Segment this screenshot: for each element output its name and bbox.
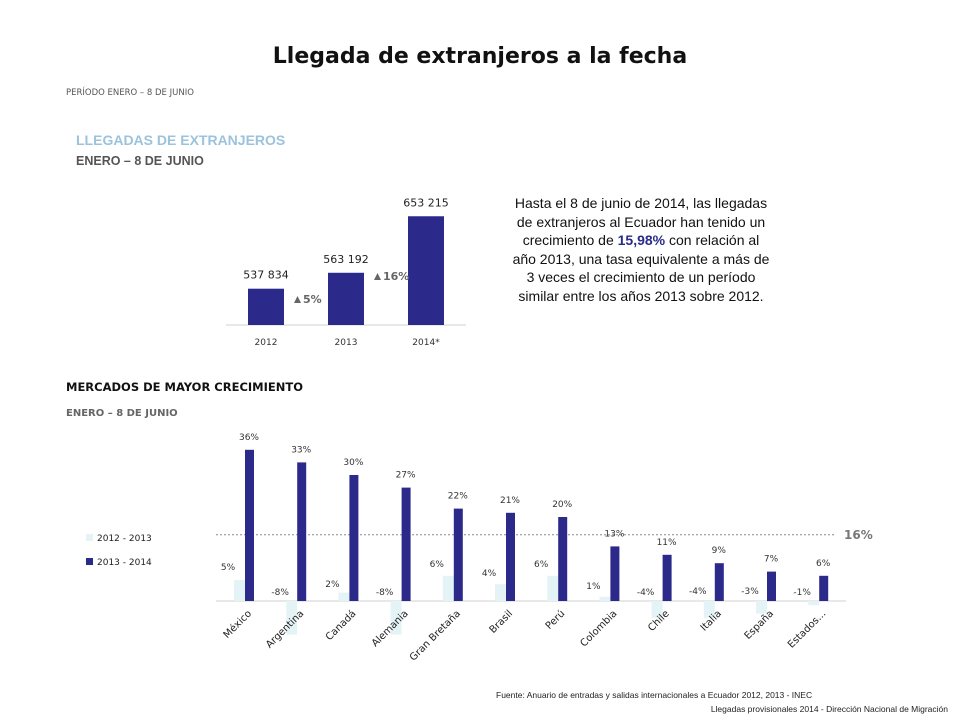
arrivals-value-label: 537 834	[243, 269, 289, 282]
markets-section-title: MERCADOS DE MAYOR CRECIMIENTO	[66, 380, 303, 394]
bar-2012-2013	[286, 601, 298, 635]
label-2013-2014: 6%	[816, 559, 831, 569]
bar-2013-2014	[245, 449, 254, 601]
market-category-label: Argentina	[264, 608, 306, 650]
label-2012-2013: 6%	[430, 560, 445, 570]
arrivals-year-label: 2014*	[412, 338, 440, 348]
bar-2012-2013	[442, 575, 454, 601]
growth-label: 16%	[383, 270, 409, 283]
label-2012-2013: -4%	[637, 588, 655, 598]
arrivals-section-subtitle: ENERO – 8 DE JUNIO	[76, 154, 204, 168]
label-2012-2013: 2%	[325, 580, 340, 590]
bar-2013-2014	[767, 571, 776, 601]
growth-arrow-icon	[374, 273, 381, 280]
legend-swatch-2013-2014	[86, 558, 93, 565]
label-2013-2014: 30%	[343, 458, 363, 468]
market-category-label: Alemania	[370, 608, 411, 649]
bar-2012-2013	[495, 584, 506, 601]
bar-2012-2013	[599, 596, 611, 601]
legend-label-2013-2014: 2013 - 2014	[97, 558, 152, 568]
bar-2013-2014	[453, 508, 463, 601]
label-2013-2014: 36%	[239, 433, 259, 443]
label-2013-2014: 11%	[657, 538, 677, 548]
arrivals-bar-2014	[408, 216, 444, 325]
label-2013-2014: 20%	[552, 500, 572, 510]
market-category-label: Gran Bretaña	[408, 608, 463, 663]
arrivals-year-label: 2012	[255, 338, 278, 348]
label-2012-2013: 5%	[221, 563, 236, 573]
reference-line-label: 16%	[844, 528, 873, 542]
label-2013-2014: 7%	[764, 555, 779, 565]
label-2012-2013: 4%	[482, 569, 497, 579]
label-2012-2013: -3%	[741, 587, 759, 597]
bar-2013-2014	[714, 563, 724, 601]
market-category-label: Canadá	[323, 608, 358, 643]
label-2013-2014: 21%	[500, 496, 520, 506]
bar-2013-2014	[506, 512, 515, 601]
label-2012-2013: -8%	[271, 588, 289, 598]
legend-label-2012-2013: 2012 - 2013	[97, 534, 152, 544]
market-category-label: Brasil	[488, 608, 515, 635]
market-category-label: Italia	[699, 608, 724, 633]
arrivals-value-label: 653 215	[403, 196, 449, 209]
bar-2012-2013	[234, 580, 245, 601]
period-label: PERÍODO ENERO – 8 DE JUNIO	[66, 88, 194, 98]
bar-2012-2013	[703, 601, 715, 618]
markets-section-subtitle: ENERO – 8 DE JUNIO	[66, 408, 178, 419]
bar-2012-2013	[390, 601, 402, 635]
arrivals-value-label: 563 192	[323, 253, 369, 266]
page-title: Llegada de extranjeros a la fecha	[272, 44, 688, 69]
growth-label: 5%	[303, 293, 322, 306]
label-2013-2014: 9%	[712, 546, 727, 556]
source-line-1: Fuente: Anuario de entradas y salidas in…	[496, 690, 813, 700]
bar-2013-2014	[297, 462, 307, 601]
bar-2012-2013	[756, 601, 767, 614]
bar-2013-2014	[401, 487, 411, 601]
market-category-label: Estados...	[786, 608, 828, 650]
bar-2012-2013	[808, 601, 820, 606]
label-2012-2013: -8%	[376, 588, 394, 598]
label-2013-2014: 27%	[396, 471, 416, 481]
bar-2013-2014	[610, 546, 620, 601]
description-part1: Hasta el 8 de junio de 2014, las llegada…	[514, 195, 768, 248]
bar-2013-2014	[349, 475, 359, 601]
market-category-label: Chile	[646, 608, 671, 633]
description-highlight: 15,98%	[617, 232, 666, 248]
bar-2012-2013	[547, 575, 559, 601]
growth-description: Hasta el 8 de junio de 2014, las llegada…	[510, 194, 772, 305]
arrivals-year-label: 2013	[335, 338, 358, 348]
arrivals-bar-2012	[248, 288, 284, 325]
growth-arrow-icon	[294, 296, 301, 303]
bar-2013-2014	[662, 554, 672, 601]
bar-2013-2014	[558, 517, 568, 601]
bar-2013-2014	[819, 575, 829, 601]
label-2012-2013: -1%	[793, 588, 811, 598]
source-line-2: Llegadas provisionales 2014 - Dirección …	[710, 704, 948, 714]
label-2012-2013: -4%	[689, 587, 707, 597]
bar-2012-2013	[338, 592, 350, 601]
bar-2012-2013	[651, 601, 663, 618]
label-2013-2014: 22%	[448, 492, 468, 502]
market-category-label: Perú	[543, 608, 567, 632]
market-category-label: México	[221, 608, 254, 641]
label-2013-2014: 33%	[291, 445, 311, 455]
label-2012-2013: 1%	[586, 582, 601, 592]
description-part2: con relación al año 2013, una tasa equiv…	[512, 232, 770, 304]
legend-swatch-2012-2013	[86, 534, 93, 541]
market-category-label: Colombia	[579, 608, 620, 649]
label-2012-2013: 6%	[534, 560, 549, 570]
arrivals-bar-2013	[328, 272, 364, 325]
label-2013-2014: 13%	[604, 529, 624, 539]
arrivals-section-title: LLEGADAS DE EXTRANJEROS	[76, 132, 286, 148]
